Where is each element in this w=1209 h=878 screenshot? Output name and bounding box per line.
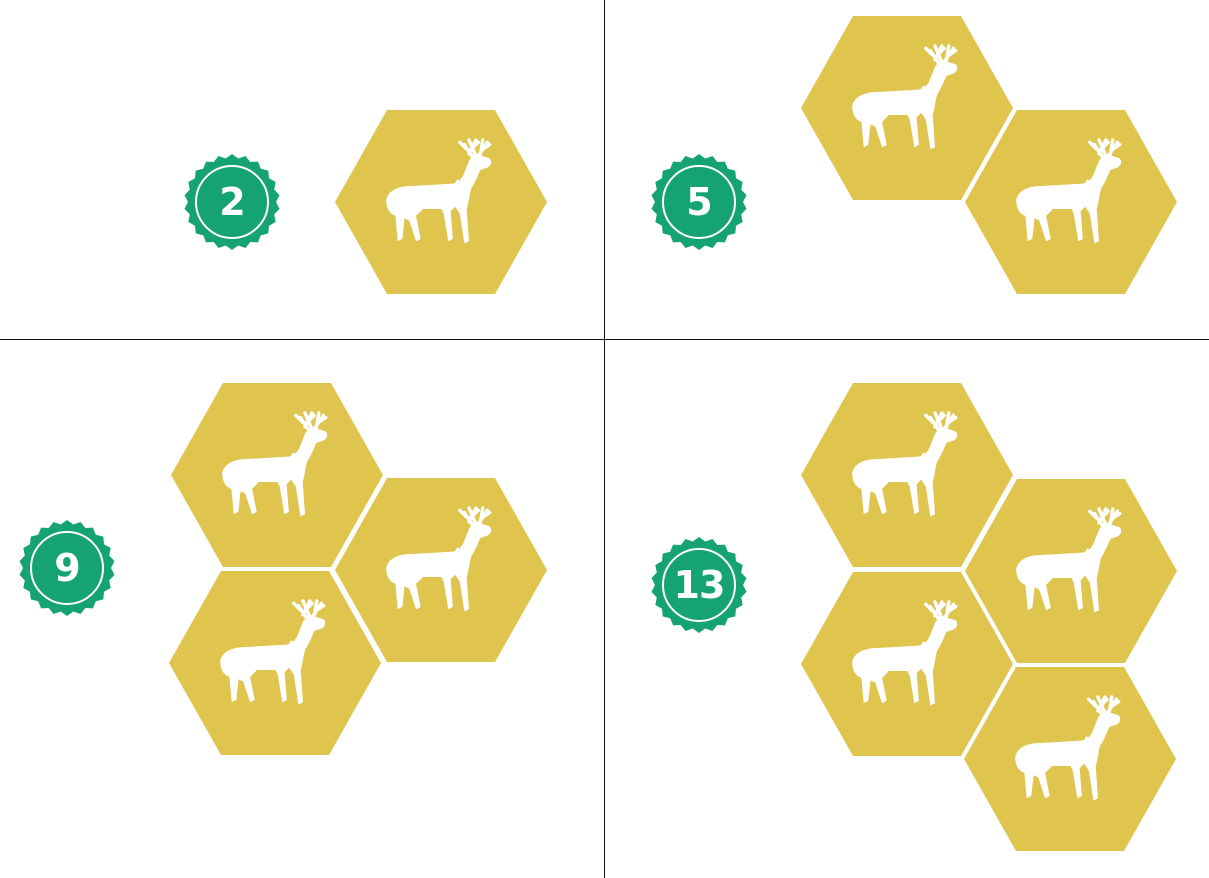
count-badge: 2	[183, 153, 281, 251]
badge-value: 9	[54, 546, 80, 590]
panel-4: 13	[605, 340, 1209, 878]
panel-1: 2	[0, 0, 604, 339]
panel-2: 5	[605, 0, 1209, 339]
elk-tile	[335, 110, 547, 294]
elk-tile	[965, 479, 1177, 663]
count-badge: 9	[18, 519, 116, 617]
scalloped-seal-icon	[651, 154, 747, 250]
elk-tile	[169, 571, 381, 755]
elk-tile	[801, 383, 1013, 567]
horizontal-divider	[0, 339, 1209, 340]
elk-tile	[964, 667, 1176, 851]
elk-tile	[335, 478, 547, 662]
badge-value: 13	[673, 563, 726, 607]
elk-tile	[801, 572, 1013, 756]
count-badge: 13	[650, 536, 748, 634]
badge-value: 5	[686, 180, 712, 224]
elk-tile	[171, 383, 383, 567]
scalloped-seal-icon	[184, 154, 280, 250]
panel-3: 9	[0, 340, 604, 878]
vertical-divider	[604, 0, 605, 878]
count-badge: 5	[650, 153, 748, 251]
scalloped-seal-icon	[651, 537, 747, 633]
elk-tile	[965, 110, 1177, 294]
badge-value: 2	[219, 180, 245, 224]
scalloped-seal-icon	[19, 520, 115, 616]
elk-tile	[801, 16, 1013, 200]
